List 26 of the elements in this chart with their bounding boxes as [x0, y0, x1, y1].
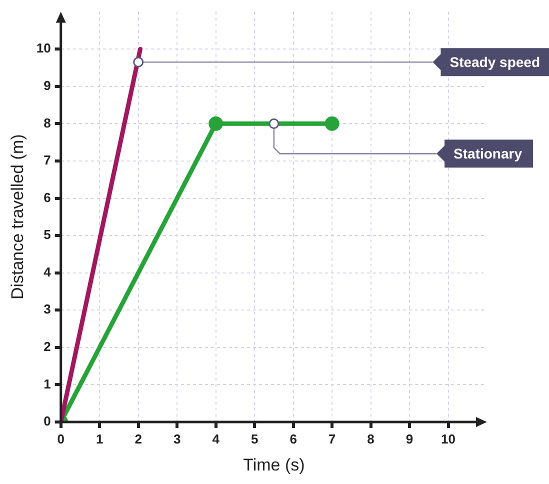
y-tick-label: 6 [44, 190, 51, 205]
y-tick-label: 3 [44, 302, 51, 317]
x-tick-label: 0 [57, 431, 64, 446]
y-axis-title: Distance travelled (m) [8, 134, 27, 300]
y-tick-label: 0 [44, 414, 51, 429]
y-tick-label: 4 [44, 264, 52, 280]
x-tick-label: 2 [134, 431, 142, 446]
x-tick-label: 1 [96, 431, 104, 446]
y-tick-label: 7 [44, 152, 51, 168]
x-tick-label: 9 [406, 431, 414, 446]
annotation: Steady speed [450, 54, 540, 70]
x-tick-label: 6 [290, 431, 297, 446]
x-tick-label: 4 [212, 431, 220, 446]
x-tick-label: 7 [328, 431, 336, 446]
y-tick-label: 8 [44, 115, 51, 130]
x-tick-label: 5 [250, 431, 258, 446]
y-tick-label: 1 [44, 376, 51, 392]
y-tick-label: 9 [44, 78, 51, 93]
y-tick-label: 10 [36, 40, 51, 56]
y-tick-label: 5 [44, 227, 51, 242]
x-tick-label: 3 [173, 431, 181, 446]
x-tick-label: 8 [367, 431, 374, 446]
x-axis-title: Time (s) [243, 455, 305, 474]
y-tick-label: 2 [44, 338, 51, 354]
annotation: Stationary [454, 146, 522, 162]
x-tick-label: 10 [441, 431, 456, 446]
